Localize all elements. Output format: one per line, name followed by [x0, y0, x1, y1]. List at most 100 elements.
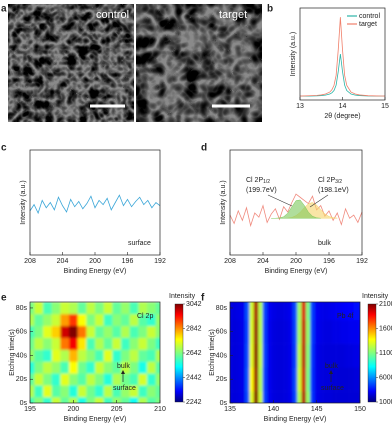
heatmap-cell — [232, 343, 237, 368]
heatmap-cell — [43, 302, 52, 315]
heatmap-cell — [129, 385, 139, 398]
y-tick-label: 60s — [216, 329, 228, 336]
heatmap-cell — [236, 367, 242, 392]
heatmap-cell — [340, 319, 346, 344]
heatmap-cell — [284, 367, 289, 392]
legend-label: control — [359, 13, 380, 20]
heatmap-cell — [258, 319, 263, 344]
heatmap-cell — [258, 302, 263, 321]
heatmap-cell — [314, 367, 320, 392]
heatmap-cell — [51, 337, 61, 350]
annotation: bulk — [117, 363, 130, 370]
x-axis-label: 2θ (degree) — [324, 113, 360, 120]
heatmap-cell — [95, 325, 104, 338]
heatmap-cell — [129, 397, 139, 403]
annotation: Cl 2p — [137, 313, 153, 320]
series-line — [299, 17, 386, 97]
heatmap-cell — [305, 302, 311, 321]
heatmap-cell — [77, 385, 87, 398]
heatmap-cell — [230, 391, 233, 403]
heatmap-cell — [95, 385, 104, 398]
heatmap-cell — [112, 337, 122, 350]
annotation-sub: 3/2 — [335, 179, 342, 185]
heatmap-cell — [357, 343, 360, 368]
heatmap-cell — [253, 319, 259, 344]
heatmap-cell — [349, 343, 354, 368]
y-tick-label: 80s — [216, 305, 228, 312]
heatmap-cell — [77, 397, 87, 403]
heatmap-cell — [327, 319, 333, 344]
heatmap-cell — [340, 302, 346, 321]
heatmap-cell — [30, 313, 35, 327]
heatmap-cell — [236, 343, 242, 368]
heatmap-cell — [147, 302, 156, 315]
heatmap-cell — [336, 367, 341, 392]
annotation: bulk — [318, 240, 331, 247]
heatmap-cell — [112, 385, 122, 398]
heatmap-cell — [305, 391, 311, 403]
heatmap-cell — [249, 302, 255, 321]
heatmap-cell — [353, 391, 359, 403]
heatmap-cell — [331, 391, 337, 403]
heatmap-cell — [155, 337, 160, 350]
heatmap-cell — [30, 397, 35, 403]
heatmap-cell — [129, 373, 139, 386]
heatmap-cell — [95, 337, 104, 350]
heatmap-cell — [336, 391, 341, 403]
heatmap-cell — [30, 361, 35, 374]
heatmap-cell — [138, 349, 148, 362]
heatmap-cell — [121, 361, 130, 374]
heatmap-cell — [103, 313, 113, 327]
panel-label: a — [1, 4, 7, 15]
heatmap-cell — [103, 337, 113, 350]
heatmap-cell — [301, 367, 307, 392]
heatmap-cell — [147, 337, 156, 350]
heatmap-cell — [60, 373, 70, 386]
y-tick-label: 20s — [16, 376, 28, 383]
heatmap-cell — [30, 385, 35, 398]
heatmap-cell — [121, 302, 130, 315]
heatmap-cell — [232, 367, 237, 392]
plot-frame — [229, 301, 361, 404]
image-caption: target — [219, 9, 247, 21]
heatmap-cell — [138, 325, 148, 338]
heatmap-cell — [43, 373, 52, 386]
heatmap-cell — [275, 319, 281, 344]
heatmap-cell — [344, 302, 350, 321]
heatmap-cell — [86, 373, 96, 386]
heatmap-cell — [129, 361, 139, 374]
heatmap-cell — [353, 367, 359, 392]
x-tick-label: 196 — [122, 258, 134, 265]
x-tick-label: 192 — [356, 258, 368, 265]
heatmap-cell — [155, 325, 160, 338]
y-axis-label: Intensity (a.u.) — [290, 32, 297, 76]
annotation: Cl 2P1/2 — [246, 177, 270, 185]
heatmap-cell — [236, 391, 242, 403]
heatmap-cell — [279, 343, 285, 368]
heatmap-cell — [279, 302, 285, 321]
heatmap-cell — [77, 302, 87, 315]
heatmap-cell — [258, 367, 263, 392]
heatmap-cell — [43, 385, 52, 398]
heatmap-cell — [95, 302, 104, 315]
heatmap-cell — [34, 313, 44, 327]
heatmap-cell — [314, 302, 320, 321]
annotation: bulk — [325, 363, 338, 370]
heatmap-cell — [112, 313, 122, 327]
heatmap-cell — [155, 373, 160, 386]
heatmap-cell — [155, 361, 160, 374]
heatmap-cell — [297, 391, 302, 403]
heatmap-cell — [155, 349, 160, 362]
heatmap-cell — [279, 319, 285, 344]
heatmap-cell — [147, 385, 156, 398]
x-axis-label: Binding Energy (eV) — [64, 416, 127, 423]
annotation-sub: 1/2 — [263, 179, 270, 185]
heatmap-cell — [103, 349, 113, 362]
heatmap-cell — [232, 319, 237, 344]
heatmap-cell — [344, 319, 350, 344]
x-tick-label: 195 — [24, 406, 36, 413]
heatmap-cell — [69, 337, 78, 350]
heatmap-cell — [262, 302, 268, 321]
heatmap-cell — [138, 361, 148, 374]
heatmap-cell — [297, 343, 302, 368]
